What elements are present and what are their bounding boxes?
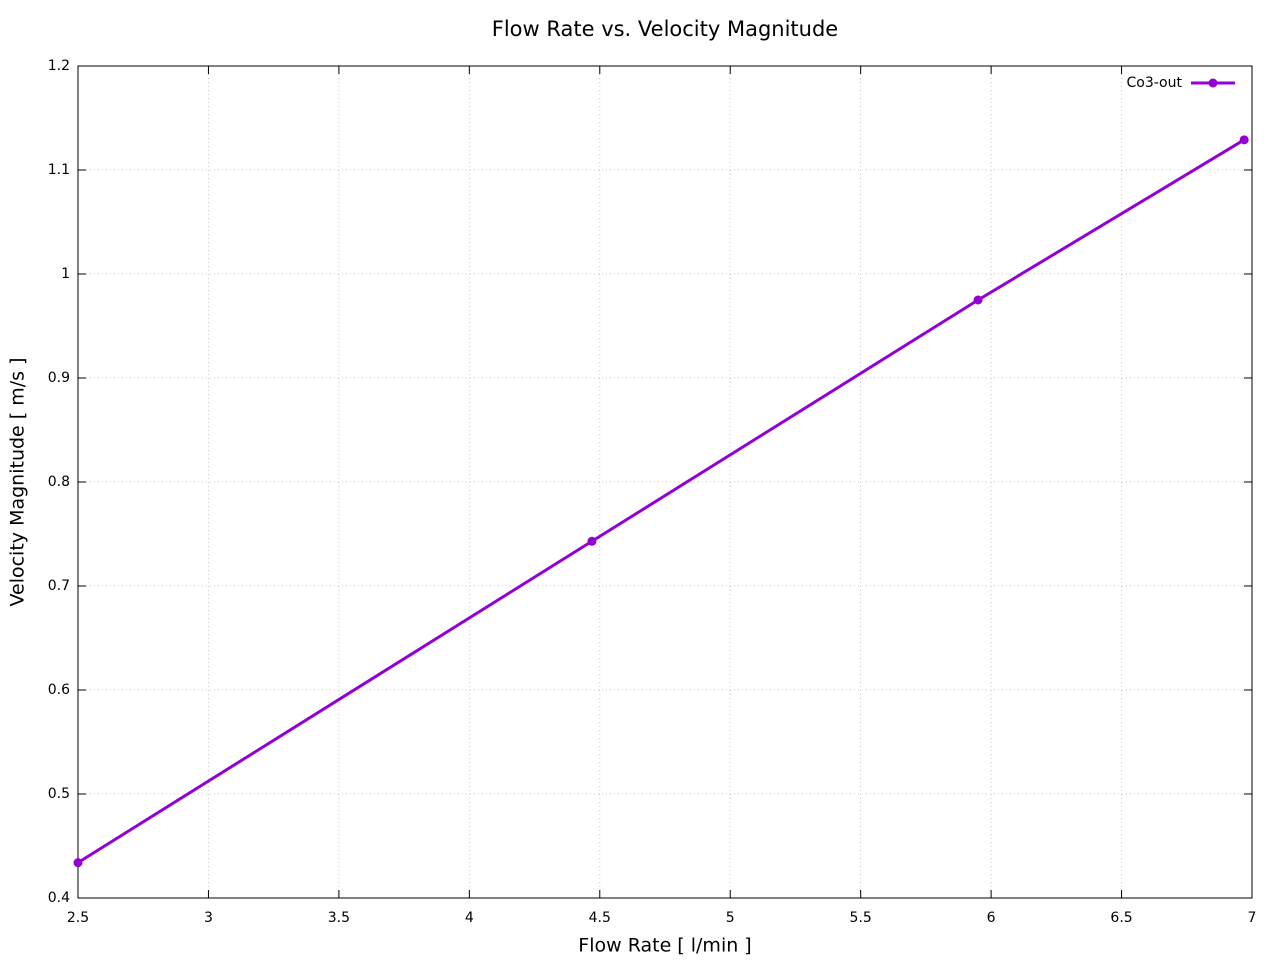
y-tick-label: 0.9 [48, 370, 70, 386]
y-tick-label: 0.6 [48, 682, 70, 698]
x-tick-label: 4 [465, 910, 474, 926]
x-tick-label: 5 [726, 910, 735, 926]
y-tick-label: 0.8 [48, 474, 70, 490]
y-tick-label: 0.7 [48, 578, 70, 594]
x-tick-label: 6 [987, 910, 996, 926]
x-tick-label: 2.5 [67, 910, 89, 926]
x-tick-label: 6.5 [1110, 910, 1132, 926]
x-tick-label: 3 [204, 910, 213, 926]
y-tick-label: 0.5 [48, 786, 70, 802]
data-point [973, 295, 983, 305]
data-point [587, 536, 597, 546]
series-line [77, 138, 1245, 864]
legend-marker [1208, 78, 1218, 88]
plot-border [77, 65, 1253, 899]
legend-label: Co3-out [1127, 75, 1183, 91]
data-point [73, 858, 83, 868]
x-tick-label: 7 [1248, 910, 1257, 926]
x-axis-label: Flow Rate [ l/min ] [578, 935, 751, 957]
y-tick-label: 1.2 [48, 58, 70, 74]
x-tick-label: 4.5 [589, 910, 611, 926]
x-tick-label: 3.5 [328, 910, 350, 926]
y-tick-label: 1 [61, 266, 70, 282]
data-point [1239, 135, 1249, 145]
x-tick-label: 5.5 [850, 910, 872, 926]
y-tick-label: 0.4 [48, 890, 70, 906]
y-axis-label: Velocity Magnitude [ m/s ] [7, 358, 29, 607]
y-tick-label: 1.1 [48, 162, 70, 178]
chart-title: Flow Rate vs. Velocity Magnitude [492, 17, 838, 41]
